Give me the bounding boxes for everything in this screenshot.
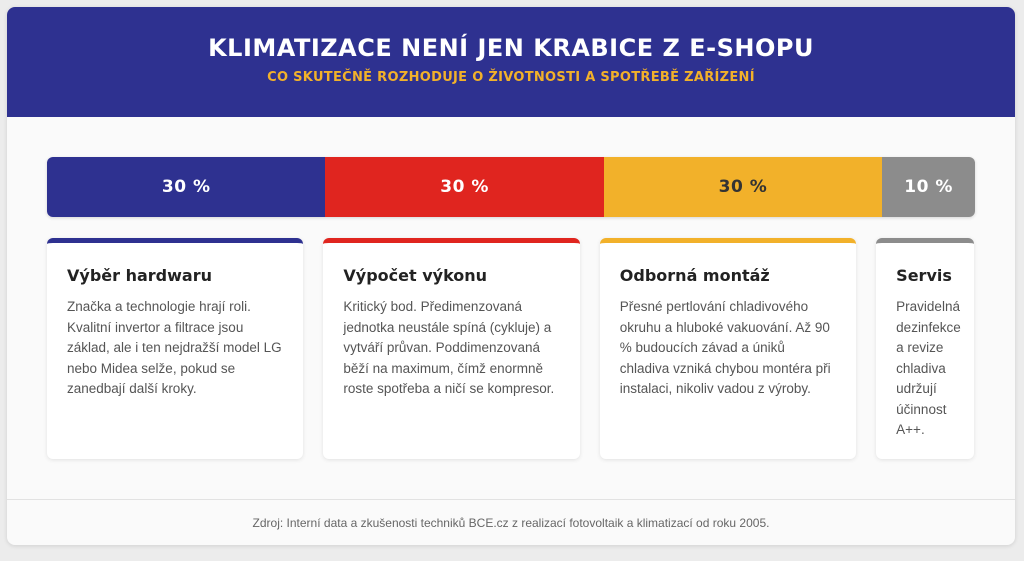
- factor-card-text: Kritický bod. Předimenzovaná jednotka ne…: [343, 299, 555, 396]
- factor-card-title: Výpočet výkonu: [343, 266, 488, 285]
- infographic-card: KLIMATIZACE NENÍ JEN KRABICE Z E-SHOPU C…: [7, 7, 1015, 545]
- factor-card-3: Odborná montáž Přesné pertlování chladivo…: [599, 238, 857, 459]
- page-title: KLIMATIZACE NENÍ JEN KRABICE Z E-SHOPU: [208, 34, 814, 62]
- stacked-percentage-bar: 30 % 30 % 30 % 10 %: [47, 157, 975, 217]
- bar-segment-3: 30 %: [603, 157, 883, 217]
- factor-card-1: Výběr hardwaru Značka a technologie hrají…: [47, 238, 304, 459]
- bar-segment-label: 30 %: [718, 177, 768, 197]
- factor-card-title: Výběr hardwaru: [67, 266, 212, 285]
- factor-card-text: Pravidelná dezinfekce a revize chladiva …: [896, 299, 961, 437]
- factor-card-title: Servis: [896, 266, 952, 285]
- bar-segment-4: 10 %: [882, 157, 975, 217]
- factor-card-text: Přesné pertlování chladivového okruhu a …: [619, 299, 831, 396]
- source-note: Zdroj: Interní data a zkušenosti technik…: [7, 499, 1015, 545]
- bar-segment-label: 30 %: [440, 177, 489, 197]
- bar-segment-2: 30 %: [325, 157, 604, 217]
- bar-segment-label: 10 %: [904, 177, 953, 197]
- bar-segment-1: 30 %: [47, 157, 326, 217]
- bar-segment-label: 30 %: [161, 177, 211, 197]
- header: KLIMATIZACE NENÍ JEN KRABICE Z E-SHOPU C…: [7, 7, 1015, 117]
- factor-card-title: Odborná montáž: [619, 266, 770, 285]
- factor-card-text: Značka a technologie hrají roli. Kvalitn…: [67, 299, 282, 396]
- factor-cards: Výběr hardwaru Značka a technologie hrají…: [47, 238, 975, 459]
- factor-card-4: Servis Pravidelná dezinfekce a revize chl…: [876, 238, 974, 459]
- factor-card-2: Výpočet výkonu Kritický bod. Předimenzova…: [323, 238, 580, 459]
- page-subtitle: CO SKUTEČNĚ ROZHODUJE O ŽIVOTNOSTI A SPO…: [267, 70, 755, 85]
